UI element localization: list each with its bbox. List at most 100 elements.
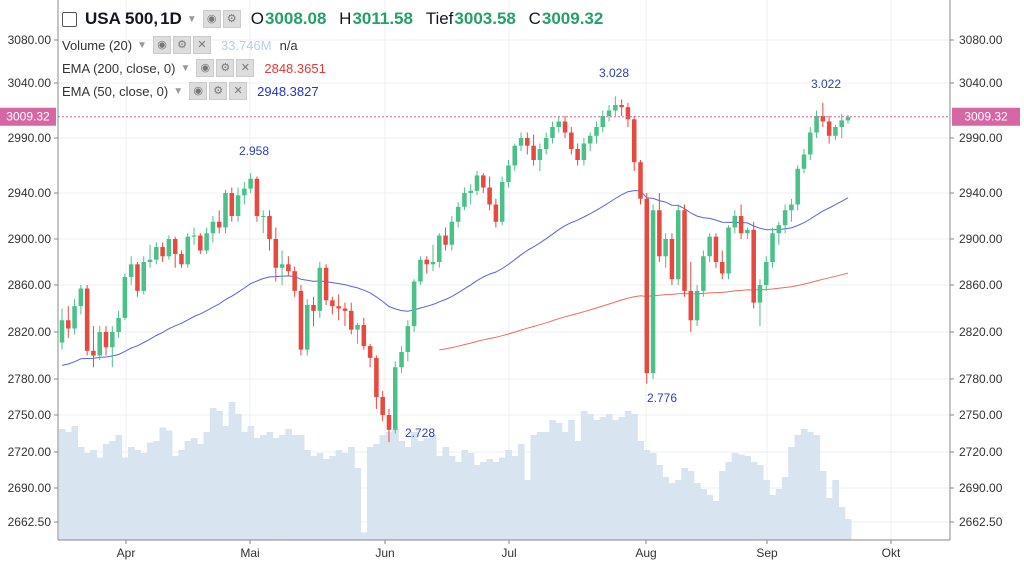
x-tick-label: Apr xyxy=(117,546,136,560)
indicator-ema50-name[interactable]: EMA (50, close, 0) xyxy=(62,83,169,99)
candle xyxy=(543,132,549,155)
candle-body xyxy=(374,357,379,397)
close-icon[interactable]: ✕ xyxy=(193,36,211,54)
eye-icon[interactable]: ◉ xyxy=(189,82,208,100)
y-tick-label-left: 2750.00 xyxy=(8,408,52,422)
y-tick-label-left: 2780.00 xyxy=(8,372,52,386)
volume-bar xyxy=(348,447,355,540)
gear-icon[interactable]: ⚙ xyxy=(209,82,228,100)
candle xyxy=(569,127,574,155)
candle-body xyxy=(587,135,593,144)
y-tick-label-right: 2900.00 xyxy=(959,232,1003,246)
candle-body xyxy=(726,227,731,274)
candle xyxy=(587,132,593,152)
volume-bar xyxy=(297,435,305,540)
chevron-down-icon[interactable]: ▼ xyxy=(173,85,184,97)
candle-body xyxy=(430,262,436,265)
candle-body xyxy=(845,117,851,121)
volume-bar xyxy=(197,444,204,540)
candle xyxy=(839,113,844,138)
volume-bar xyxy=(203,432,211,540)
candle-body xyxy=(789,204,794,211)
chevron-down-icon[interactable]: ▼ xyxy=(186,13,197,25)
volume-bar xyxy=(77,447,85,540)
candle-body xyxy=(468,190,473,193)
candle xyxy=(707,233,712,262)
y-tick-label-left: 2990.00 xyxy=(8,131,52,145)
candle xyxy=(223,189,228,234)
volume-bar xyxy=(744,456,751,540)
candle xyxy=(273,227,279,282)
y-tick-label-right: 2940.00 xyxy=(959,186,1003,200)
eye-icon[interactable]: ◉ xyxy=(196,59,215,77)
volume-bar xyxy=(153,441,160,540)
candle xyxy=(732,210,738,234)
candle-body xyxy=(675,210,681,280)
candle-body xyxy=(235,195,241,216)
candle xyxy=(493,198,499,228)
candle-body xyxy=(801,154,807,169)
volume-bar xyxy=(304,450,311,540)
candle xyxy=(260,210,266,234)
indicator-volume-name[interactable]: Volume (20) xyxy=(62,37,133,53)
candle xyxy=(430,244,436,272)
volume-bar xyxy=(794,435,802,540)
eye-icon[interactable]: ◉ xyxy=(202,10,221,28)
volume-bar xyxy=(612,420,619,540)
chevron-down-icon[interactable]: ▼ xyxy=(180,62,191,74)
volume-bars xyxy=(58,402,852,540)
candle xyxy=(141,256,147,295)
volume-bar xyxy=(455,462,462,540)
indicator-ema200-name[interactable]: EMA (200, close, 0) xyxy=(62,60,176,76)
volume-bar xyxy=(354,468,362,540)
close-label: C xyxy=(528,9,541,28)
candle xyxy=(726,225,731,280)
gear-icon[interactable]: ⚙ xyxy=(222,10,241,28)
candle xyxy=(644,193,650,384)
low-value: 3003.58 xyxy=(454,9,516,28)
candlesticks xyxy=(59,96,851,443)
candle-body xyxy=(223,193,228,228)
candle xyxy=(763,256,769,291)
candle-body xyxy=(204,233,209,251)
candle xyxy=(166,235,172,260)
candle-body xyxy=(808,132,813,155)
timeframe[interactable]: 1D xyxy=(160,9,182,28)
volume-bar xyxy=(681,468,689,540)
candle-body xyxy=(172,239,178,254)
close-icon[interactable]: ✕ xyxy=(229,82,248,100)
volume-bar xyxy=(700,489,707,540)
volume-bar xyxy=(109,441,116,540)
volume-bar xyxy=(568,420,575,540)
candle xyxy=(78,285,84,315)
candle-body xyxy=(286,264,291,272)
volume-bar xyxy=(599,417,607,540)
gear-icon[interactable]: ⚙ xyxy=(216,59,235,77)
candle xyxy=(248,173,253,193)
close-icon[interactable]: ✕ xyxy=(236,59,255,77)
volume-bar xyxy=(706,495,714,540)
chevron-down-icon[interactable]: ▼ xyxy=(137,39,147,51)
volume-bar xyxy=(561,432,569,540)
candle-body xyxy=(160,247,165,257)
candle xyxy=(600,110,606,133)
volume-bar xyxy=(492,462,500,540)
volume-bar xyxy=(467,453,475,540)
eye-icon[interactable]: ◉ xyxy=(153,36,171,54)
candle-body xyxy=(298,290,304,350)
collapse-checkbox[interactable] xyxy=(62,11,77,27)
candle xyxy=(242,182,247,205)
candle-body xyxy=(323,267,329,301)
symbol-name[interactable]: USA 500 xyxy=(85,9,154,28)
candle-body xyxy=(713,236,719,262)
candle-body xyxy=(405,326,411,352)
y-tick-label-right: 3080.00 xyxy=(959,33,1003,47)
gear-icon[interactable]: ⚙ xyxy=(173,36,191,54)
candle-body xyxy=(650,210,656,374)
candle-body xyxy=(185,236,191,265)
volume-bar xyxy=(517,444,525,540)
candle xyxy=(512,143,517,171)
candle-body xyxy=(147,259,153,262)
volume-bar xyxy=(159,427,167,540)
